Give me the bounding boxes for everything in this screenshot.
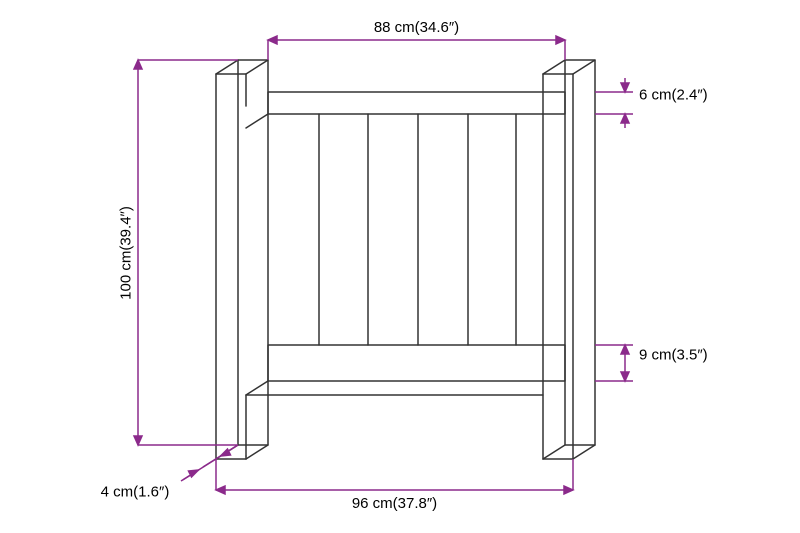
dimension-label: 88 cm(34.6″) [374,19,459,36]
dimension-label: 9 cm(3.5″) [639,347,708,364]
dimension-label: 4 cm(1.6″) [101,484,170,501]
dimension-label: 6 cm(2.4″) [639,87,708,104]
dimension-label: 96 cm(37.8″) [352,495,437,512]
dimension-label: 100 cm(39.4″) [118,206,135,300]
diagram-canvas: 88 cm(34.6″) 6 cm(2.4″) 100 cm(39.4″) 9 cm(… [0,0,800,533]
